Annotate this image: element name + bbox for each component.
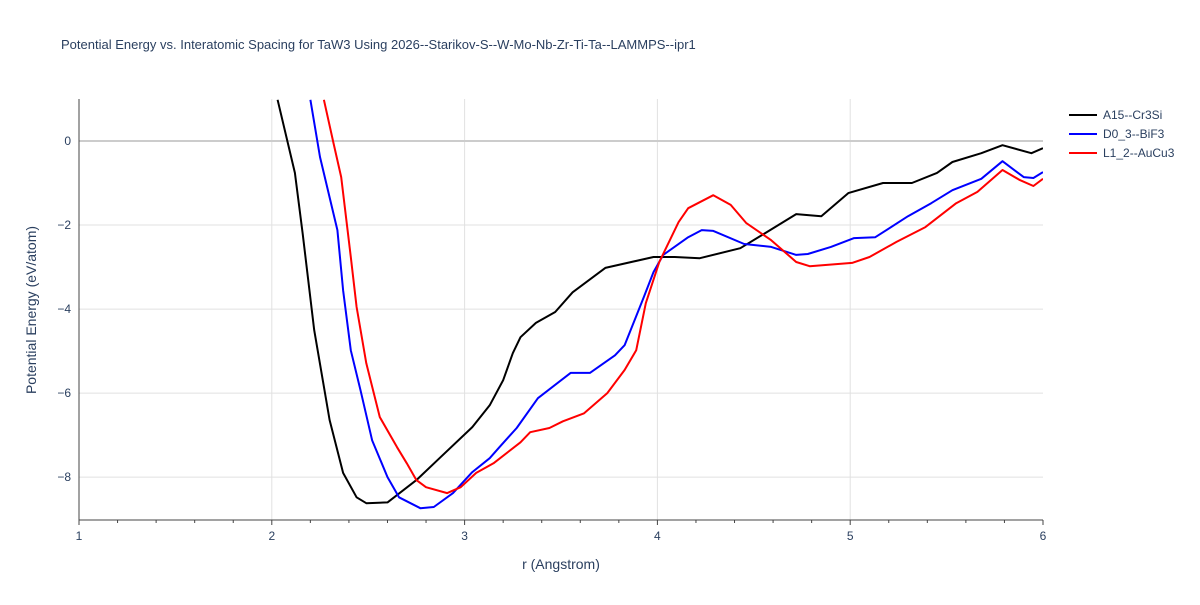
y-axis-label: Potential Energy (eV/atom) <box>23 226 39 394</box>
series-line-2 <box>309 99 1043 510</box>
x-tick-label: 5 <box>847 529 854 543</box>
y-tick-label: −4 <box>57 302 71 316</box>
y-tick-label: −6 <box>57 386 71 400</box>
chart-title: Potential Energy vs. Interatomic Spacing… <box>61 37 696 52</box>
legend-label: L1_2--AuCu3 <box>1103 146 1175 160</box>
x-axis-label: r (Angstrom) <box>522 556 600 572</box>
y-tick-label: −8 <box>57 470 71 484</box>
x-tick-label: 6 <box>1040 529 1047 543</box>
y-tick-label: 0 <box>64 134 71 148</box>
plot-area <box>276 99 1043 510</box>
grid <box>79 99 1043 520</box>
x-tick-label: 3 <box>461 529 468 543</box>
legend-label: D0_3--BiF3 <box>1103 127 1165 141</box>
axes: 1 2 3 4 5 6 0 −2 −4 −6 −8 <box>57 99 1047 543</box>
x-tick-label: 1 <box>76 529 83 543</box>
y-tick-label: −2 <box>57 218 71 232</box>
legend[interactable]: A15--Cr3Si D0_3--BiF3 L1_2--AuCu3 <box>1069 108 1175 160</box>
legend-label: A15--Cr3Si <box>1103 108 1162 122</box>
x-tick-label: 2 <box>268 529 275 543</box>
x-tick-label: 4 <box>654 529 661 543</box>
series-line-3 <box>322 99 1043 495</box>
series-line-1 <box>276 99 1043 505</box>
